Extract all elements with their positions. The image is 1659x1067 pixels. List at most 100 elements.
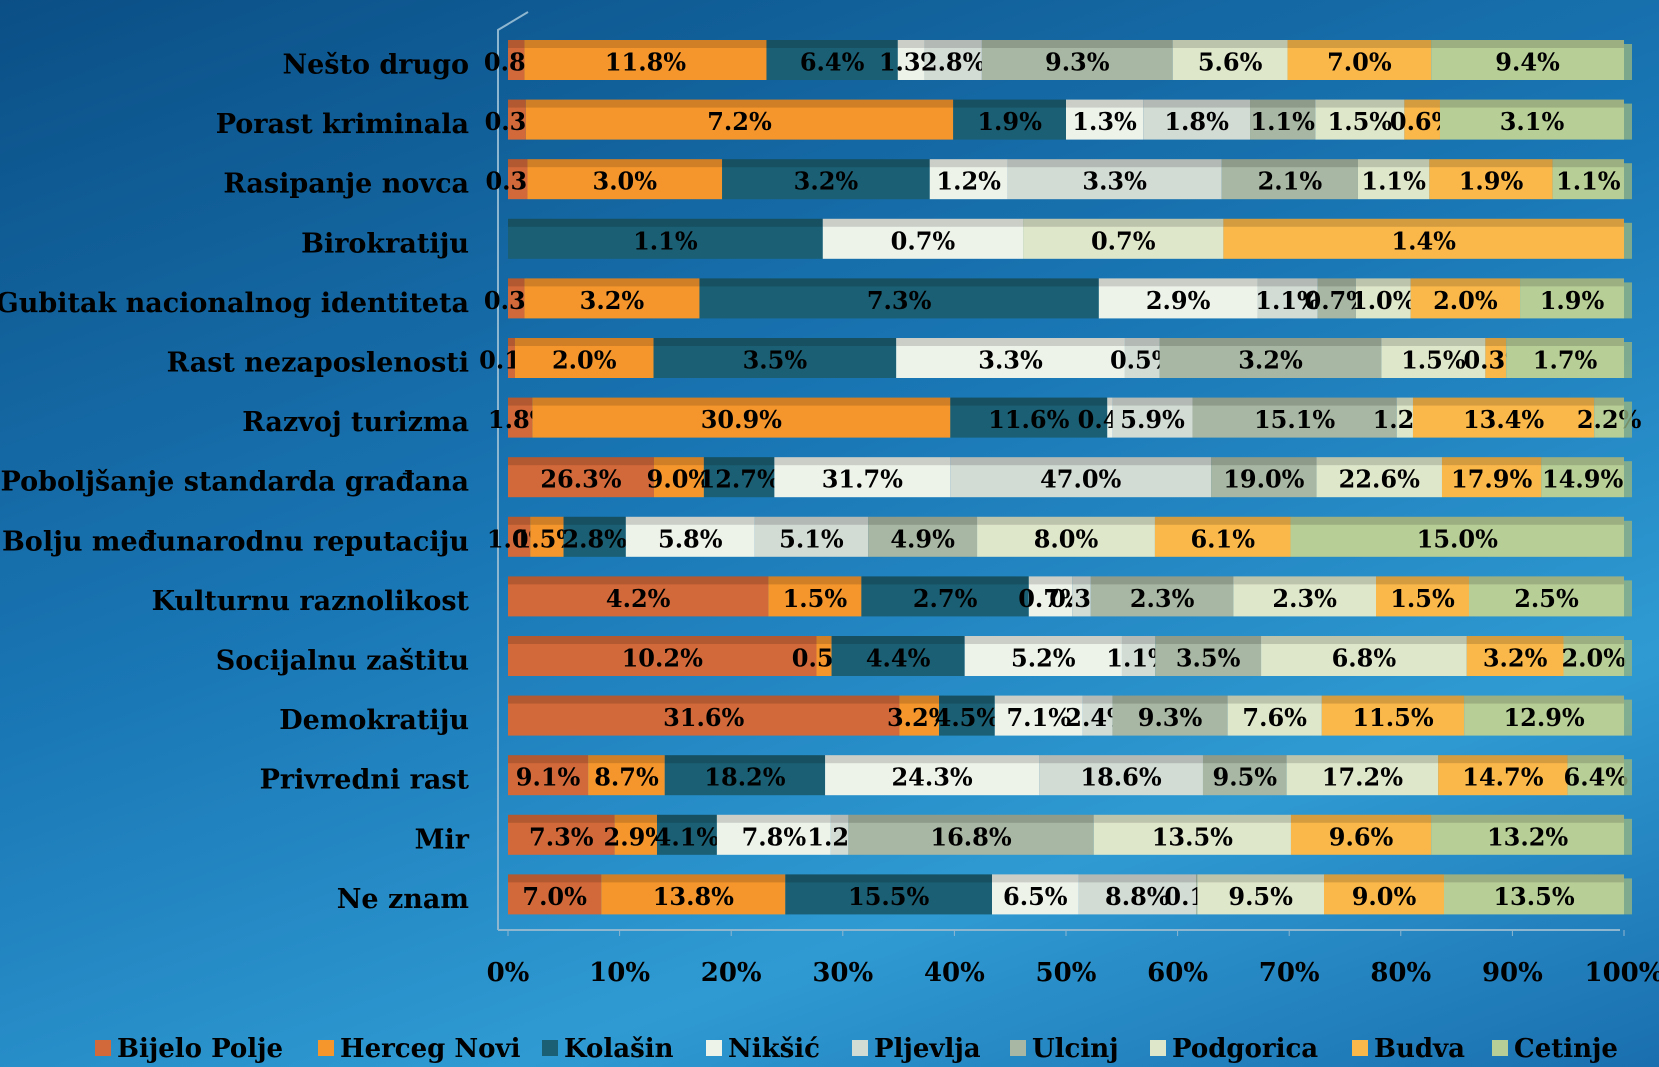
- data-label: 12.9%: [1503, 703, 1584, 732]
- data-label: 1.5%: [1390, 584, 1455, 613]
- data-label: 13.5%: [1493, 882, 1574, 911]
- legend-label: Bijelo Polje: [117, 1034, 283, 1064]
- bar-end: [1624, 759, 1632, 796]
- bar-top: [1112, 695, 1228, 704]
- x-tick-label: 0%: [487, 958, 530, 988]
- category-label: Privredni rast: [260, 765, 470, 796]
- data-label: 4.9%: [890, 524, 955, 553]
- bar-top: [924, 40, 982, 48]
- bar-segment: [664, 755, 826, 796]
- bar-end: [1624, 640, 1632, 676]
- data-label: 1.1%: [633, 226, 698, 255]
- bar-segment: [508, 99, 526, 140]
- data-label: 3.5%: [1176, 644, 1241, 673]
- data-label: 6.4%: [800, 48, 865, 77]
- data-label: 0.7%: [1091, 226, 1156, 255]
- bar-top: [994, 695, 1083, 704]
- bar-segment: [653, 338, 897, 378]
- category-label: Poboljšanje standarda građana: [1, 467, 469, 498]
- legend-label: Nikšić: [728, 1034, 820, 1064]
- legend-label: Ulcinj: [1032, 1034, 1119, 1064]
- legend-label: Kolašin: [564, 1034, 674, 1064]
- bar-top: [1290, 516, 1624, 525]
- bar-top: [508, 457, 654, 466]
- bar-segment: [1287, 40, 1432, 80]
- data-label: 3.0%: [593, 167, 658, 196]
- bar-top: [524, 40, 767, 48]
- data-label: 4.5%: [935, 703, 1000, 732]
- bar-top: [1520, 278, 1624, 287]
- data-label: 13.5%: [1152, 822, 1233, 851]
- legend-label: Herceg Novi: [340, 1034, 521, 1064]
- bar-top: [1290, 814, 1432, 823]
- bar-segment: [1143, 99, 1251, 140]
- legend-label: Pljevlja: [874, 1034, 981, 1064]
- data-label: 2.9%: [1146, 286, 1211, 315]
- bar-top: [1381, 338, 1486, 346]
- bar-segment: [508, 636, 817, 676]
- data-label: 1.9%: [1540, 286, 1605, 315]
- bar-segment: [1172, 40, 1288, 80]
- bar-segment: [530, 516, 564, 557]
- bar-segment: [703, 457, 775, 498]
- data-label: 3.3%: [978, 346, 1043, 375]
- x-tick-label: 30%: [812, 958, 873, 988]
- legend-swatch: [1010, 1040, 1026, 1056]
- bar-top: [508, 40, 525, 48]
- bar-top: [1257, 278, 1318, 287]
- bar-segment: [950, 397, 1108, 438]
- bar-top: [625, 516, 755, 525]
- data-label: 5.6%: [1198, 48, 1263, 77]
- x-tick-label: 60%: [1147, 958, 1208, 988]
- bar-segment: [830, 814, 849, 855]
- bar-top: [939, 695, 995, 704]
- bar-segment: [950, 457, 1212, 498]
- bar-top: [825, 755, 1040, 764]
- data-label: 1.3%: [1072, 107, 1137, 136]
- bar-segment: [1396, 397, 1413, 438]
- bar-top: [992, 874, 1079, 883]
- data-label: 47.0%: [1040, 465, 1121, 494]
- data-label: 2.7%: [913, 584, 978, 613]
- data-label: 9.6%: [1329, 822, 1394, 851]
- data-label: 2.3%: [1130, 584, 1195, 613]
- bar-top: [532, 397, 951, 406]
- data-label: 7.3%: [867, 286, 932, 315]
- bar-segment: [816, 636, 832, 676]
- bar-segment: [1028, 576, 1073, 617]
- x-tick-label: 70%: [1259, 958, 1320, 988]
- bar-top: [868, 516, 978, 525]
- data-label: 9.0%: [1352, 882, 1417, 911]
- bar-segment: [1541, 457, 1624, 498]
- data-label: 1.2%: [936, 167, 1001, 196]
- category-label: Razvoj turizma: [242, 407, 469, 438]
- bar-top: [1261, 636, 1467, 644]
- bar-segment: [614, 814, 657, 855]
- bar-segment: [1107, 397, 1113, 438]
- data-label: 5.1%: [779, 524, 844, 553]
- bar-segment: [1410, 278, 1521, 319]
- bar-top: [1315, 99, 1405, 108]
- bar-segment: [1290, 516, 1624, 557]
- bar-segment: [524, 278, 700, 319]
- data-label: 6.4%: [1564, 763, 1629, 792]
- bar-top: [1066, 99, 1144, 108]
- bar-segment: [653, 457, 704, 498]
- bar-top: [1078, 874, 1196, 883]
- data-label: 9.0%: [647, 465, 712, 494]
- bar-top: [1233, 576, 1376, 585]
- bar-segment: [899, 695, 940, 736]
- bar-segment: [1594, 397, 1624, 438]
- bar-top: [981, 40, 1173, 48]
- bar-top: [1287, 40, 1432, 48]
- bar-end: [1624, 580, 1632, 617]
- legend-swatch: [318, 1040, 334, 1056]
- bar-segment: [1112, 397, 1193, 438]
- data-label: 13.2%: [1487, 822, 1568, 851]
- data-label: 2.0%: [1561, 644, 1626, 673]
- bar-segment: [1563, 636, 1624, 676]
- category-label: Mir: [415, 824, 470, 855]
- bar-segment: [848, 814, 1094, 855]
- category-label: Porast kriminala: [216, 109, 469, 140]
- bar-segment: [508, 40, 525, 80]
